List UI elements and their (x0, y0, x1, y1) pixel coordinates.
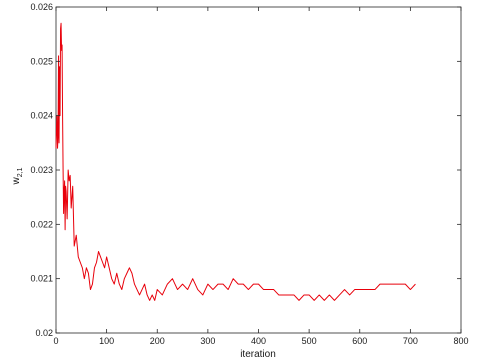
x-tick-label: 600 (352, 336, 367, 346)
y-tick-label: 0.023 (30, 165, 53, 175)
x-tick-label: 800 (453, 336, 468, 346)
axis-ticks: 0 100 200 300 400 500 600 700 800 0.02 0.021 0.022 0… (30, 2, 468, 346)
x-tick-label: 0 (53, 336, 58, 346)
y-tick-label: 0.02 (35, 328, 53, 338)
x-tick-label: 200 (150, 336, 165, 346)
y-tick-label: 0.025 (30, 56, 53, 66)
y-tick-label: 0.021 (30, 274, 53, 284)
y-axis-label-subscript: 2,1 (17, 167, 24, 177)
y-tick-label: 0.022 (30, 219, 53, 229)
y-axis-label: w2,1 (11, 167, 24, 185)
y-tick-label: 0.024 (30, 111, 53, 121)
x-tick-label: 700 (403, 336, 418, 346)
y-axis-label-main: w (11, 176, 22, 185)
x-axis-label: iteration (240, 349, 276, 360)
series-layer (55, 22, 416, 301)
x-tick-label: 300 (200, 336, 215, 346)
x-tick-label: 100 (99, 336, 114, 346)
y-tick-label: 0.026 (30, 2, 53, 12)
series-line (55, 22, 416, 301)
x-tick-label: 500 (302, 336, 317, 346)
x-tick-label: 400 (251, 336, 266, 346)
